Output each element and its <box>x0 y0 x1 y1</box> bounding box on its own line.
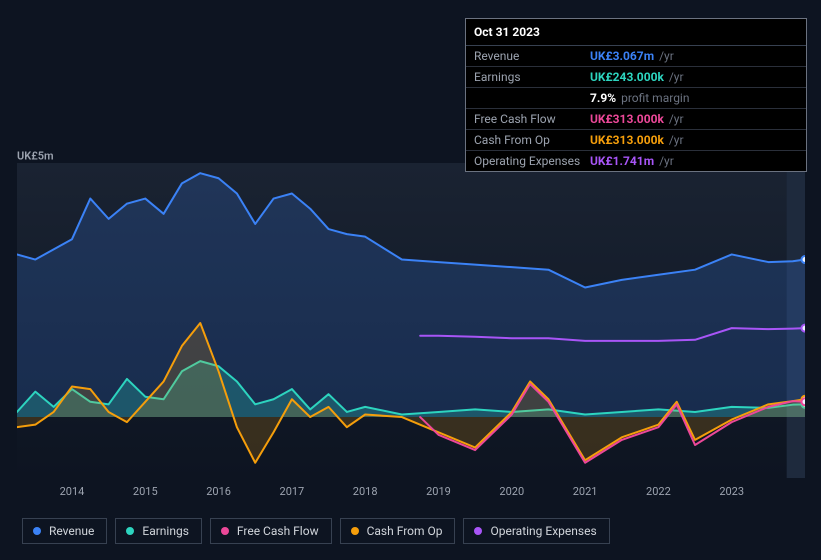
x-axis-label: 2018 <box>353 485 378 498</box>
chart-svg <box>17 163 805 478</box>
tooltip-rows: RevenueUK£3.067m /yrEarningsUK£243.000k … <box>466 46 806 171</box>
tooltip-unit: /yr <box>656 49 674 63</box>
y-axis-label: UK£5m <box>17 150 54 163</box>
legend-item-free-cash-flow[interactable]: Free Cash Flow <box>210 518 332 544</box>
x-axis-label: 2020 <box>499 485 524 498</box>
tooltip-label: Free Cash Flow <box>474 110 590 128</box>
tooltip-unit: /yr <box>656 154 674 168</box>
x-axis-label: 2016 <box>206 485 231 498</box>
legend-label: Operating Expenses <box>490 524 596 538</box>
tooltip-row: EarningsUK£243.000k /yr <box>466 67 806 88</box>
legend-item-revenue[interactable]: Revenue <box>22 518 107 544</box>
x-axis-label: 2021 <box>573 485 598 498</box>
hover-tooltip: Oct 31 2023 RevenueUK£3.067m /yrEarnings… <box>465 18 807 172</box>
legend-item-cash-from-op[interactable]: Cash From Op <box>340 518 456 544</box>
legend-swatch <box>126 527 134 535</box>
tooltip-value: UK£243.000k /yr <box>590 68 684 86</box>
tooltip-label: Operating Expenses <box>474 152 590 170</box>
tooltip-value: UK£313.000k /yr <box>590 110 684 128</box>
chart-plot-area[interactable] <box>17 163 805 478</box>
legend-label: Earnings <box>142 524 189 538</box>
legend-swatch <box>33 527 41 535</box>
x-axis-label: 2015 <box>133 485 158 498</box>
tooltip-row: Operating ExpensesUK£1.741m /yr <box>466 151 806 171</box>
tooltip-value: UK£1.741m /yr <box>590 152 674 170</box>
tooltip-value: UK£313.000k /yr <box>590 131 684 149</box>
tooltip-value: UK£3.067m /yr <box>590 47 674 65</box>
series-end-marker <box>802 325 806 332</box>
legend-label: Cash From Op <box>367 524 443 538</box>
tooltip-unit: /yr <box>666 112 684 126</box>
legend-swatch <box>351 527 359 535</box>
x-axis-label: 2022 <box>646 485 671 498</box>
tooltip-label: Revenue <box>474 47 590 65</box>
series-end-marker <box>802 398 806 405</box>
x-axis-label: 2014 <box>60 485 85 498</box>
x-axis-label: 2017 <box>280 485 305 498</box>
tooltip-row: RevenueUK£3.067m /yr <box>466 46 806 67</box>
x-axis-label: 2019 <box>426 485 451 498</box>
x-axis-label: 2023 <box>719 485 744 498</box>
legend-label: Free Cash Flow <box>237 524 319 538</box>
legend-label: Revenue <box>49 524 94 538</box>
tooltip-row: Free Cash FlowUK£313.000k /yr <box>466 109 806 130</box>
tooltip-date: Oct 31 2023 <box>466 19 806 46</box>
legend-item-earnings[interactable]: Earnings <box>115 518 202 544</box>
tooltip-unit: /yr <box>666 133 684 147</box>
tooltip-value: 7.9% profit margin <box>590 89 689 107</box>
series-end-marker <box>802 256 806 263</box>
legend: Revenue Earnings Free Cash Flow Cash From O… <box>22 518 610 544</box>
tooltip-label: Earnings <box>474 68 590 86</box>
tooltip-row: Cash From OpUK£313.000k /yr <box>466 130 806 151</box>
tooltip-label: Cash From Op <box>474 131 590 149</box>
tooltip-unit: profit margin <box>618 91 689 105</box>
chart-container: Oct 31 2023 RevenueUK£3.067m /yrEarnings… <box>0 0 821 560</box>
tooltip-row: 7.9% profit margin <box>466 88 806 109</box>
legend-swatch <box>474 527 482 535</box>
tooltip-unit: /yr <box>666 70 684 84</box>
legend-item-operating-expenses[interactable]: Operating Expenses <box>463 518 609 544</box>
legend-swatch <box>221 527 229 535</box>
x-axis: 2014 2015 2016 2017 2018 2019 2020 2021 2022 2023 <box>17 485 805 501</box>
